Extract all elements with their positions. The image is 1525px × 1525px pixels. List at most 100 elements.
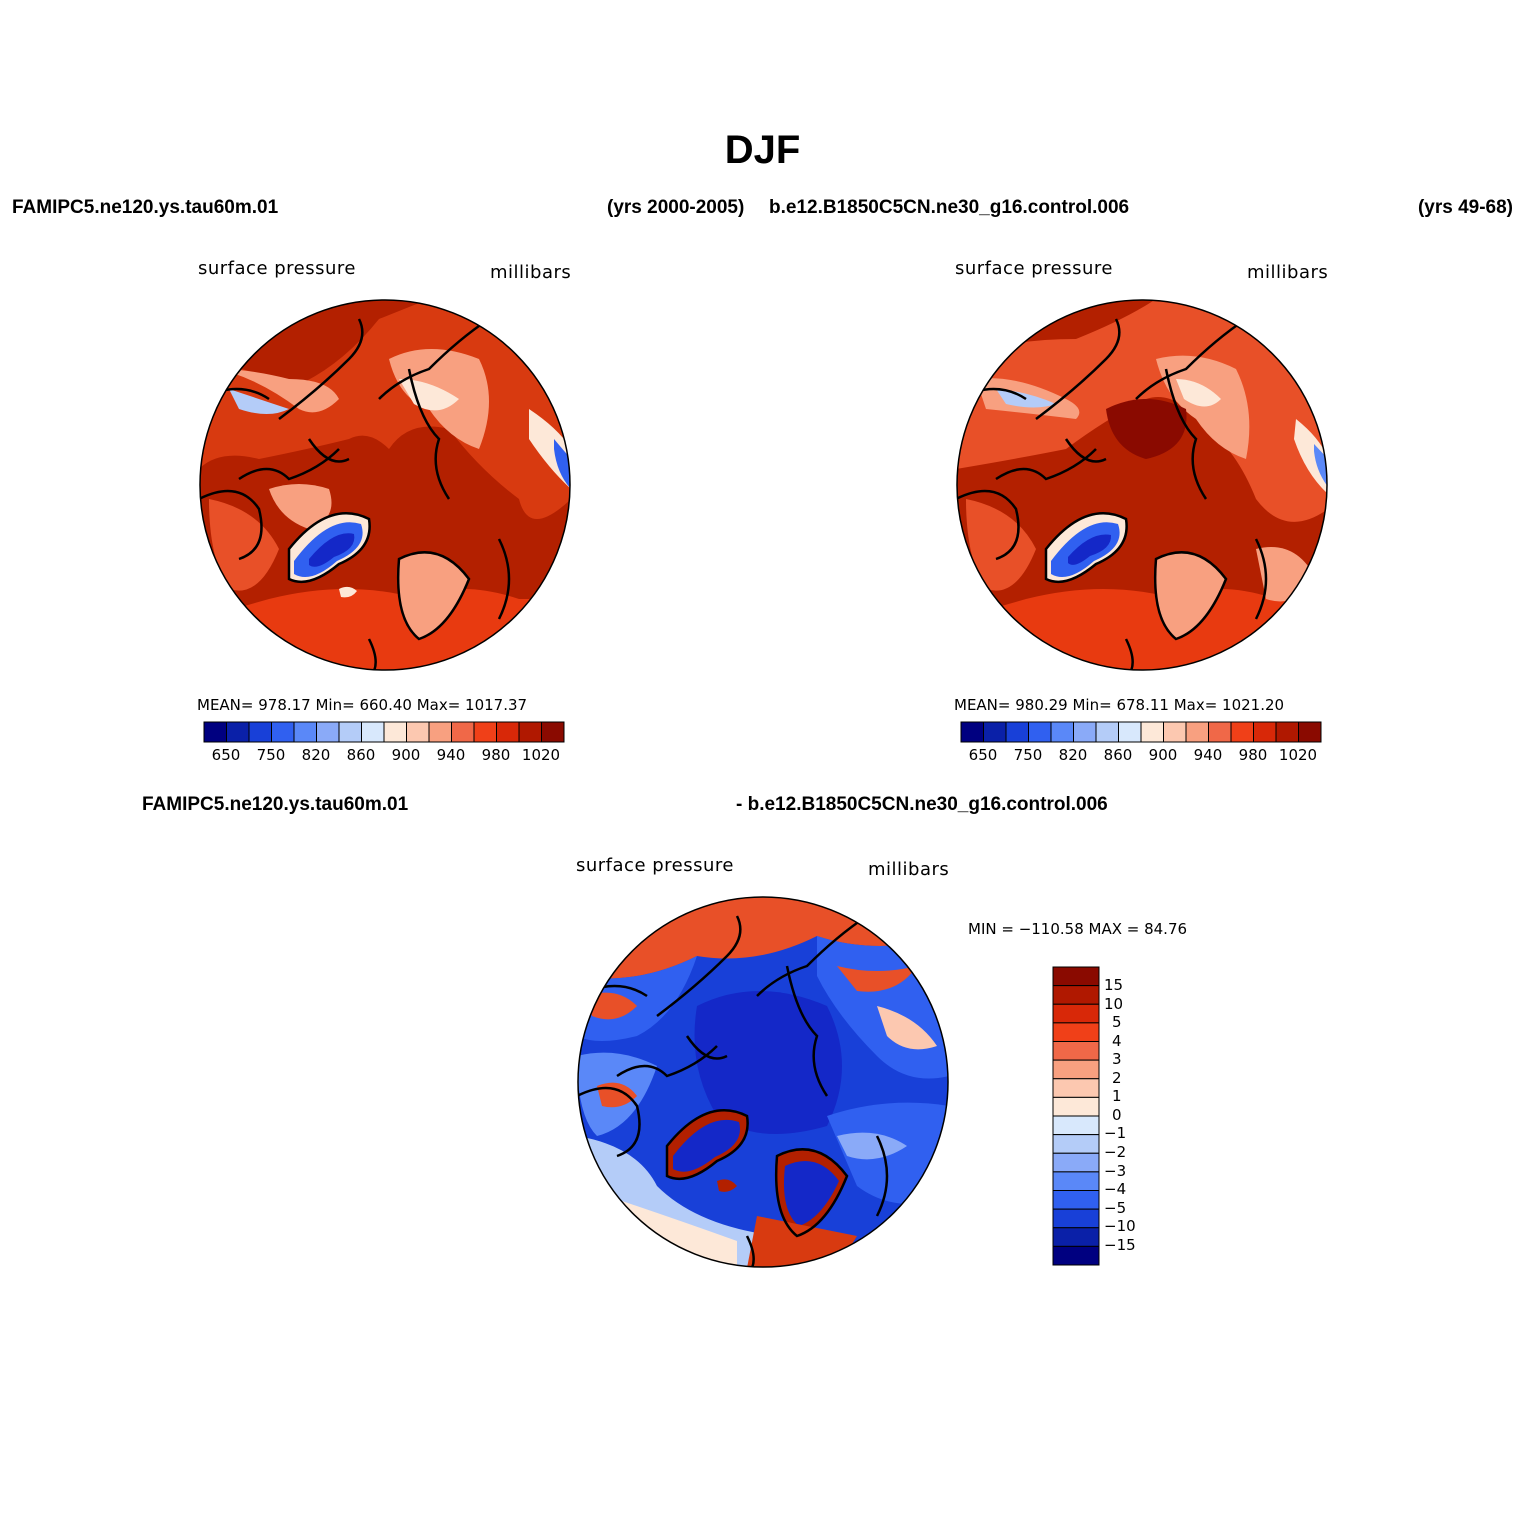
panel3-tick: 4 xyxy=(1112,1032,1122,1050)
colorbar-swatch xyxy=(518,721,542,743)
colorbar-swatch xyxy=(1095,721,1119,743)
colorbar-swatch xyxy=(1052,1096,1100,1117)
panel3-tick: −4 xyxy=(1104,1180,1127,1198)
panel1-polar-map xyxy=(199,299,571,671)
panel2-polar-map xyxy=(956,299,1328,671)
colorbar-swatch xyxy=(271,721,295,743)
colorbar-swatch xyxy=(361,721,385,743)
panel1-tick: 750 xyxy=(256,746,286,764)
colorbar-swatch xyxy=(983,721,1007,743)
colorbar-swatch xyxy=(1298,721,1322,743)
panel2-tick: 650 xyxy=(968,746,998,764)
panel1-tick: 860 xyxy=(346,746,376,764)
colorbar-swatch xyxy=(226,721,250,743)
panel3-variable-label: surface pressure xyxy=(576,855,734,876)
panel3-stats: MIN = −110.58 MAX = 84.76 xyxy=(968,920,1188,938)
colorbar-swatch xyxy=(1050,721,1074,743)
colorbar-swatch xyxy=(1052,985,1100,1005)
colorbar-swatch xyxy=(1052,1059,1100,1080)
panel1-tick: 650 xyxy=(211,746,241,764)
panel2-tick: 900 xyxy=(1148,746,1178,764)
panel3-tick: −1 xyxy=(1104,1124,1127,1142)
colorbar-swatch xyxy=(1005,721,1029,743)
colorbar-swatch xyxy=(496,721,520,743)
panel3-tick: 3 xyxy=(1112,1050,1122,1068)
colorbar-swatch xyxy=(541,721,565,743)
panel2-variable-label: surface pressure xyxy=(955,258,1113,279)
diff-case2-label: - b.e12.B1850C5CN.ne30_g16.control.006 xyxy=(736,794,1108,815)
colorbar-swatch xyxy=(1118,721,1142,743)
panel1-tick: 940 xyxy=(436,746,466,764)
colorbar-swatch xyxy=(1028,721,1052,743)
colorbar-swatch xyxy=(1052,1022,1100,1042)
panel3-tick: −5 xyxy=(1104,1199,1127,1217)
colorbar-swatch xyxy=(1052,1208,1100,1229)
panel2-tick: 940 xyxy=(1193,746,1223,764)
panel1-tick: 820 xyxy=(301,746,331,764)
colorbar-swatch xyxy=(383,721,407,743)
colorbar-swatch xyxy=(293,721,317,743)
colorbar-swatch xyxy=(428,721,452,743)
panel2-tick: 860 xyxy=(1103,746,1133,764)
panel1-tick: 1020 xyxy=(521,746,561,764)
panel3-polar-map xyxy=(577,896,949,1268)
case2-label: b.e12.B1850C5CN.ne30_g16.control.006 xyxy=(769,197,1130,218)
panel3-tick: −3 xyxy=(1104,1162,1127,1180)
colorbar-swatch xyxy=(1052,1190,1100,1210)
case2-years-label: (yrs 49-68) xyxy=(1417,197,1513,218)
panel2-stats: MEAN= 980.29 Min= 678.11 Max= 1021.20 xyxy=(954,696,1285,714)
panel3-colorbar-ticks: 15 10 5 4 3 2 1 0 −1 −2 −3 −4 −5 −10 −15 xyxy=(1104,967,1164,1265)
panel3-tick: −2 xyxy=(1104,1143,1127,1161)
colorbar-swatch xyxy=(406,721,430,743)
figure-title: DJF xyxy=(724,128,801,172)
colorbar-swatch xyxy=(451,721,475,743)
case1-years-label: (yrs 2000-2005) xyxy=(607,197,745,218)
colorbar-swatch xyxy=(1230,721,1254,743)
colorbar-swatch xyxy=(1073,721,1097,743)
colorbar-swatch xyxy=(248,721,272,743)
panel2-tick: 750 xyxy=(1013,746,1043,764)
colorbar-swatch xyxy=(1163,721,1187,743)
colorbar-swatch xyxy=(960,721,984,743)
colorbar-swatch xyxy=(1052,1171,1100,1191)
colorbar-swatch xyxy=(338,721,362,743)
panel2-tick: 820 xyxy=(1058,746,1088,764)
colorbar-swatch xyxy=(1253,721,1277,743)
panel2-units-label: millibars xyxy=(1247,262,1329,283)
colorbar-swatch xyxy=(1052,1003,1100,1024)
colorbar-swatch xyxy=(1052,1227,1100,1247)
panel2-colorbar xyxy=(960,721,1322,743)
colorbar-swatch xyxy=(203,721,227,743)
panel1-stats: MEAN= 978.17 Min= 660.40 Max= 1017.37 xyxy=(197,696,528,714)
panel3-colorbar xyxy=(1052,966,1100,1266)
panel1-units-label: millibars xyxy=(490,262,572,283)
panel1-tick: 980 xyxy=(481,746,511,764)
panel3-tick: 15 xyxy=(1104,976,1124,994)
panel3-units-label: millibars xyxy=(868,859,950,880)
panel3-tick: −10 xyxy=(1104,1217,1136,1235)
panel2-tick: 980 xyxy=(1238,746,1268,764)
case1-label: FAMIPC5.ne120.ys.tau60m.01 xyxy=(12,197,279,218)
diff-case1-label: FAMIPC5.ne120.ys.tau60m.01 xyxy=(142,794,409,815)
colorbar-swatch xyxy=(1185,721,1209,743)
panel3-tick: 0 xyxy=(1112,1106,1122,1124)
panel3-tick: 10 xyxy=(1104,995,1124,1013)
panel3-tick: 5 xyxy=(1112,1013,1122,1031)
colorbar-swatch xyxy=(1208,721,1232,743)
colorbar-swatch xyxy=(1052,1134,1100,1154)
colorbar-swatch xyxy=(1275,721,1299,743)
panel2-tick: 1020 xyxy=(1278,746,1318,764)
colorbar-swatch xyxy=(1052,1041,1100,1061)
colorbar-swatch xyxy=(316,721,340,743)
colorbar-swatch xyxy=(1052,1115,1100,1136)
panel3-tick: 2 xyxy=(1112,1069,1122,1087)
colorbar-swatch xyxy=(1052,966,1100,987)
panel1-tick: 900 xyxy=(391,746,421,764)
panel3-tick: −15 xyxy=(1104,1236,1136,1254)
panel1-colorbar xyxy=(203,721,565,743)
colorbar-swatch xyxy=(1052,1078,1100,1098)
colorbar-swatch xyxy=(1140,721,1164,743)
colorbar-swatch xyxy=(1052,1245,1100,1266)
panel1-colorbar-ticks: 650 750 820 860 900 940 980 1020 xyxy=(204,746,564,766)
colorbar-swatch xyxy=(1052,1152,1100,1173)
